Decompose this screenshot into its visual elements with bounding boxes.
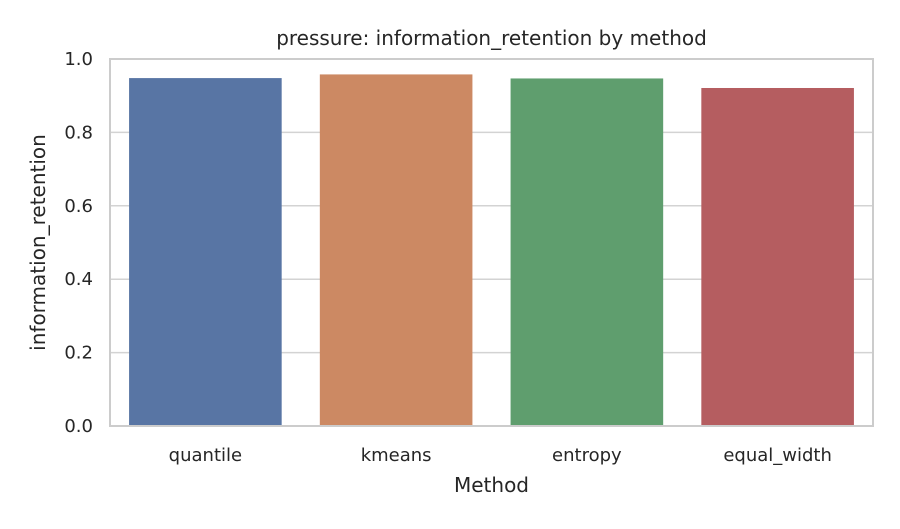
x-tick-label: entropy bbox=[552, 445, 622, 466]
bar-kmeans bbox=[319, 74, 473, 426]
plot-frame bbox=[109, 58, 874, 427]
bars-layer bbox=[129, 74, 854, 427]
y-tick-label: 0.2 bbox=[64, 343, 93, 364]
chart-title: pressure: information_retention by metho… bbox=[276, 26, 707, 50]
y-tick-label: 0.4 bbox=[64, 269, 93, 290]
y-tick-label: 0.8 bbox=[64, 122, 93, 143]
bar-equal_width bbox=[701, 87, 854, 427]
x-tick-label: quantile bbox=[169, 445, 242, 466]
x-tick-label: kmeans bbox=[361, 445, 432, 466]
x-tick-labels: quantile kmeans entropy equal_width bbox=[169, 445, 832, 466]
y-tick-label: 0.0 bbox=[64, 416, 93, 437]
bar-entropy bbox=[510, 78, 664, 427]
y-tick-label: 0.6 bbox=[64, 196, 93, 217]
y-tick-labels: 0.0 0.2 0.4 0.6 0.8 1.0 bbox=[64, 49, 93, 437]
x-tick-label: equal_width bbox=[723, 445, 832, 466]
bar-quantile bbox=[129, 78, 282, 427]
y-tick-label: 1.0 bbox=[64, 49, 93, 70]
y-axis-label: information_retention bbox=[26, 134, 50, 351]
x-axis-label: Method bbox=[454, 473, 529, 497]
